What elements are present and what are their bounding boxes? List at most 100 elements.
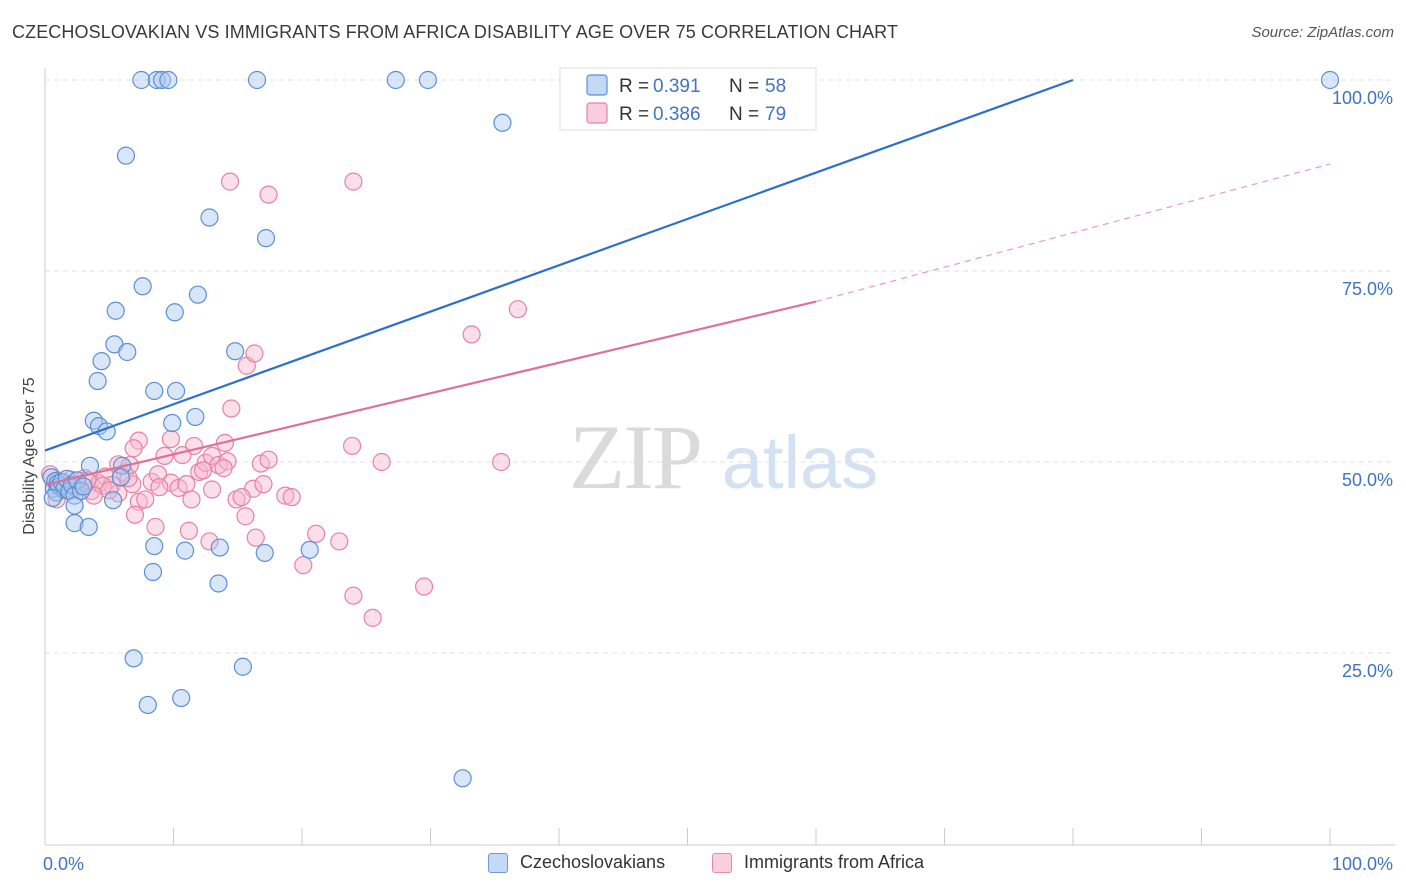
data-point-immigrants-from-africa — [508, 300, 527, 319]
y-tick-label: 75.0% — [1342, 279, 1393, 299]
y-tick-label: 100.0% — [1332, 88, 1393, 108]
legend-n-value: 79 — [765, 104, 786, 125]
data-point-immigrants-from-africa — [344, 172, 363, 191]
data-point-immigrants-from-africa — [202, 480, 222, 499]
data-point-immigrants-from-africa — [200, 532, 219, 551]
data-point-immigrants-from-africa — [150, 478, 169, 497]
data-point-immigrants-from-africa — [259, 450, 278, 469]
legend-n-label: N = — [729, 76, 759, 97]
data-point-immigrants-from-africa — [259, 185, 278, 204]
data-point-czechoslovakians — [300, 540, 319, 559]
legend-r-label: R = — [619, 104, 649, 125]
data-point-czechoslovakians — [43, 488, 62, 508]
data-point-czechoslovakians — [386, 70, 405, 90]
data-point-immigrants-from-africa — [124, 439, 143, 458]
watermark-zip: ZIP — [569, 406, 701, 508]
data-point-czechoslovakians — [247, 70, 267, 90]
data-point-czechoslovakians — [226, 342, 245, 361]
data-point-czechoslovakians — [74, 477, 93, 496]
legend-r-value: 0.391 — [653, 76, 701, 97]
tick-labels: 25.0% 50.0% 75.0% 100.0% 0.0% 100.0% — [43, 88, 1393, 874]
trend-line-immigrants-from-africa — [44, 300, 817, 486]
y-tick-label: 25.0% — [1342, 661, 1393, 681]
x-tick-label: 100.0% — [1332, 854, 1393, 874]
data-point-immigrants-from-africa — [232, 488, 251, 507]
data-point-immigrants-from-africa — [146, 517, 165, 537]
legend-n-label: N = — [729, 104, 759, 125]
data-point-czechoslovakians — [116, 146, 136, 165]
data-point-czechoslovakians — [132, 70, 151, 90]
data-point-czechoslovakians — [233, 657, 252, 676]
data-point-immigrants-from-africa — [236, 507, 255, 526]
data-point-czechoslovakians — [145, 381, 164, 401]
gridlines — [45, 79, 1395, 654]
data-point-czechoslovakians — [143, 562, 163, 582]
data-point-czechoslovakians — [493, 113, 512, 132]
trend-extension-immigrants-from-africa — [815, 163, 1331, 303]
legend-swatch-pink — [712, 852, 732, 873]
data-point-czechoslovakians — [186, 407, 205, 427]
data-point-czechoslovakians — [210, 538, 229, 557]
data-point-immigrants-from-africa — [182, 490, 201, 509]
data-point-czechoslovakians — [255, 543, 274, 563]
data-point-czechoslovakians — [453, 769, 472, 788]
y-tick-label: 50.0% — [1342, 470, 1393, 490]
data-point-immigrants-from-africa — [136, 490, 155, 509]
legend-item-czechoslovakians[interactable]: Czechoslovakians — [488, 852, 665, 873]
trend-lines — [44, 78, 1331, 486]
data-point-czechoslovakians — [118, 342, 137, 362]
data-point-czechoslovakians — [145, 536, 164, 556]
data-point-czechoslovakians — [1320, 70, 1340, 90]
data-point-czechoslovakians — [106, 301, 125, 320]
axes — [44, 68, 1395, 846]
data-point-czechoslovakians — [65, 514, 84, 533]
data-point-immigrants-from-africa — [414, 577, 434, 596]
data-point-czechoslovakians — [79, 517, 98, 537]
x-tick-label: 0.0% — [43, 854, 84, 874]
data-point-czechoslovakians — [163, 413, 182, 433]
legend-box: R = 0.391 N = 58 R = 0.386 N = 79 — [559, 67, 817, 131]
watermark: ZIP atlas — [569, 406, 878, 508]
data-point-czechoslovakians — [172, 688, 191, 708]
legend-label-immigrants-from-africa: Immigrants from Africa — [744, 852, 925, 872]
data-point-immigrants-from-africa — [282, 488, 301, 507]
data-point-czechoslovakians — [166, 381, 186, 401]
data-point-czechoslovakians — [92, 352, 111, 371]
data-point-immigrants-from-africa — [125, 505, 145, 524]
data-point-immigrants-from-africa — [294, 556, 313, 575]
data-point-czechoslovakians — [175, 541, 195, 560]
data-point-czechoslovakians — [418, 70, 438, 90]
data-point-immigrants-from-africa — [343, 436, 362, 456]
data-point-czechoslovakians — [133, 277, 152, 296]
data-point-immigrants-from-africa — [179, 521, 199, 540]
data-point-immigrants-from-africa — [220, 172, 240, 191]
legend-n-value: 58 — [765, 76, 786, 97]
trend-line-czechoslovakians — [44, 78, 1074, 452]
data-point-immigrants-from-africa — [214, 459, 233, 478]
data-point-immigrants-from-africa — [161, 429, 181, 449]
data-point-immigrants-from-africa — [344, 586, 363, 605]
data-point-immigrants-from-africa — [100, 481, 119, 500]
data-point-immigrants-from-africa — [193, 461, 213, 480]
legend-item-immigrants-from-africa[interactable]: Immigrants from Africa — [712, 852, 924, 873]
data-point-immigrants-from-africa — [148, 465, 168, 484]
legend-swatch — [586, 74, 608, 96]
data-point-czechoslovakians — [200, 208, 219, 227]
data-point-immigrants-from-africa — [222, 399, 241, 418]
legend-swatch-blue — [488, 852, 508, 873]
data-point-czechoslovakians — [209, 574, 228, 593]
data-point-immigrants-from-africa — [363, 608, 382, 627]
data-point-czechoslovakians — [65, 496, 84, 515]
bottom-legend: Czechoslovakians Immigrants from Africa — [0, 852, 1406, 878]
data-point-immigrants-from-africa — [173, 446, 192, 465]
data-point-immigrants-from-africa — [372, 452, 391, 472]
data-point-immigrants-from-africa — [276, 486, 295, 505]
data-point-czechoslovakians — [124, 649, 143, 668]
data-point-immigrants-from-africa — [307, 524, 326, 543]
data-point-czechoslovakians — [111, 468, 130, 487]
legend-r-label: R = — [619, 76, 649, 97]
data-point-czechoslovakians — [165, 303, 184, 322]
legend-r-value: 0.386 — [653, 104, 701, 125]
data-point-immigrants-from-africa — [245, 344, 264, 363]
